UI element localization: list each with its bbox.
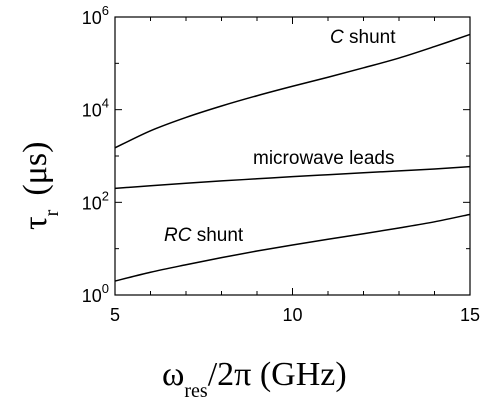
y-axis-title-subscript: r [41,209,63,216]
y-axis-title-units: (μs) [17,142,54,196]
axis-ticks [114,16,471,296]
x-axis-title-symbol: ω [162,356,184,393]
series-label-rc-shunt-text: shunt [191,225,243,246]
y-tick-label: 100 [82,281,109,306]
series-label-rc-shunt-symbol: RC [164,225,192,246]
y-axis-title-symbol: τ [17,216,54,230]
y-tick-label-base: 10 [82,193,102,213]
y-tick-label-exponent: 2 [102,188,109,203]
y-axis-title: τr (μs) [17,142,63,230]
x-axis-title: ωres/2π (GHz) [162,356,347,400]
y-tick-label-base: 10 [82,8,102,28]
y-tick-label-base: 10 [82,101,102,121]
series-label-c-shunt-text: shunt [344,27,396,48]
series-label-c-shunt-symbol: C [330,27,344,48]
y-tick-label-exponent: 6 [102,3,109,18]
data-curves [114,33,471,282]
x-tick-label: 15 [460,305,480,325]
x-axis-title-units: /2π (GHz) [208,356,347,393]
y-tick-label-exponent: 4 [102,96,109,111]
x-tick-label: 5 [110,305,120,325]
series-label-microwave-leads-text: microwave leads [253,148,395,169]
y-tick-label: 106 [82,3,109,28]
y-tick-label: 104 [82,96,109,121]
series-label-rc-shunt: RC shunt [164,225,244,246]
x-tick-label: 10 [282,305,302,325]
curve-microwave-leads [114,165,471,190]
y-tick-label-base: 10 [82,286,102,306]
series-label-c-shunt: C shunt [330,27,396,48]
curve-c-shunt [114,33,471,149]
y-tick-label: 102 [82,188,109,213]
curve-rc-shunt [114,213,471,282]
x-tick-labels: 5 10 15 [110,305,480,325]
x-axis-title-subscript: res [184,380,208,400]
series-label-microwave-leads: microwave leads [253,148,395,169]
y-tick-label-exponent: 0 [102,281,109,296]
y-axis-title-group: τr (μs) [17,142,63,230]
